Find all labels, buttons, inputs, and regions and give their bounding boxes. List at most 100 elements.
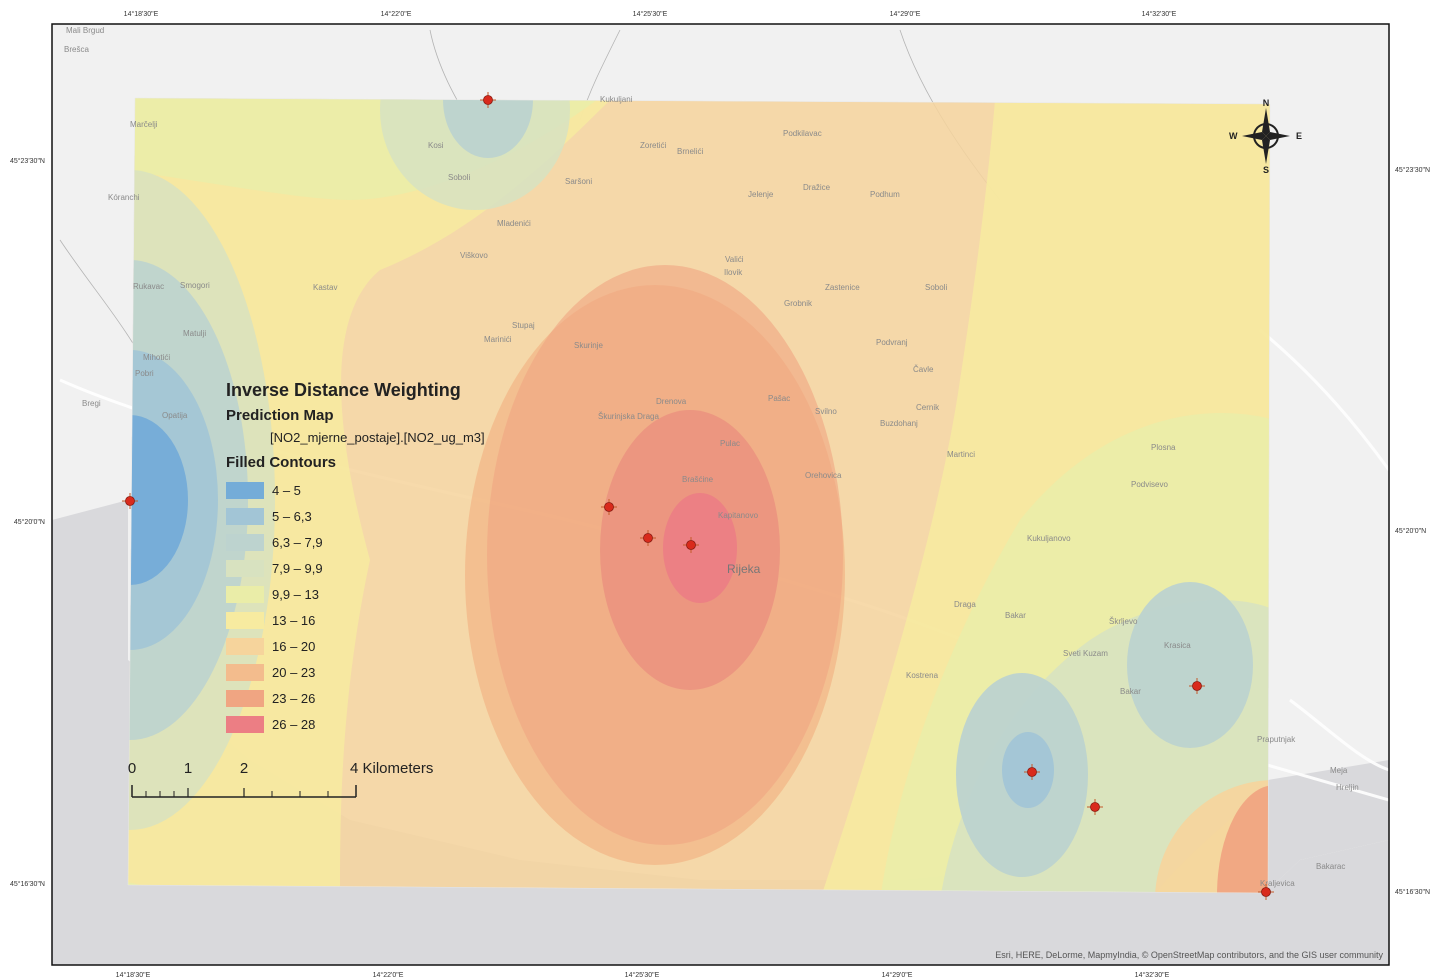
place-label: Kukuljanovo	[1027, 534, 1071, 543]
place-label: Stupaj	[512, 321, 535, 330]
compass-s-label: S	[1263, 165, 1269, 175]
legend-class-label: 7,9 – 9,9	[272, 560, 323, 576]
legend-swatch	[226, 689, 264, 707]
station-marker	[480, 92, 496, 108]
place-label: Hreljin	[1336, 783, 1359, 792]
place-label: Orehovica	[805, 471, 842, 480]
coord-label-right: 45°20'0"N	[1395, 527, 1426, 535]
legend-class-label: 23 – 26	[272, 690, 316, 706]
legend-contours-title: Filled Contours	[226, 454, 336, 471]
place-label: Marinići	[484, 335, 512, 344]
place-label: Škurinjska Draga	[598, 412, 659, 421]
place-label: Brnelići	[677, 147, 703, 156]
place-label: Pulac	[720, 439, 740, 448]
compass-e-label: E	[1296, 131, 1302, 141]
place-label: Pašac	[768, 394, 790, 403]
legend-swatch	[226, 715, 264, 733]
legend-class: 4 – 5	[226, 477, 518, 503]
place-label: Kraljevica	[1260, 879, 1295, 888]
place-label: Brešca	[64, 45, 89, 54]
place-label: Drenova	[656, 397, 687, 406]
place-label: Podhum	[870, 190, 900, 199]
coord-label-bottom: 14°25'30"E	[625, 971, 660, 979]
place-label: Draga	[954, 600, 976, 609]
place-label: Kapitanovo	[718, 511, 759, 520]
map-frame	[51, 23, 1390, 966]
place-label: Skurinje	[574, 341, 603, 350]
coord-label-top: 14°22'0"E	[381, 10, 412, 18]
legend-swatch	[226, 507, 264, 525]
place-label: Pobri	[135, 369, 154, 378]
station-marker	[1087, 799, 1103, 815]
place-label: Podkilavac	[783, 129, 822, 138]
place-label: Kosi	[428, 141, 444, 150]
station-marker	[1258, 884, 1274, 900]
scale-label: 0	[127, 760, 137, 777]
place-label: Mihotići	[143, 353, 170, 362]
place-label: Kóranchi	[108, 193, 140, 202]
station-marker	[640, 530, 656, 546]
place-label: Sveti Kuzam	[1063, 649, 1108, 658]
legend-classes: 4 – 5 5 – 6,3 6,3 – 7,9 7,9 – 9,9 9,9 – …	[218, 477, 518, 737]
legend-swatch	[226, 481, 264, 499]
coord-label-bottom: 14°32'30"E	[1135, 971, 1170, 979]
place-label: Meja	[1330, 766, 1348, 775]
graticule-labels: 14°18'30"E 14°22'0"E 14°25'30"E 14°29'0"…	[10, 10, 1430, 979]
coord-label-bottom: 14°29'0"E	[882, 971, 913, 979]
legend-subtitle: Prediction Map	[226, 407, 334, 424]
place-label: Dražice	[803, 183, 831, 192]
place-label: Praputnjak	[1257, 735, 1296, 744]
place-label: Valići	[725, 255, 744, 264]
station-marker	[122, 493, 138, 509]
place-label: Saršoni	[565, 177, 592, 186]
legend-class: 20 – 23	[226, 659, 518, 685]
legend-title: Inverse Distance Weighting	[226, 380, 461, 400]
legend-swatch	[226, 533, 264, 551]
legend-swatch	[226, 559, 264, 577]
place-label: Smogori	[180, 281, 210, 290]
scale-label: 2	[239, 760, 249, 777]
coord-label-bottom: 14°18'30"E	[116, 971, 151, 979]
coord-label-left: 45°20'0"N	[14, 518, 45, 526]
compass-n-label: N	[1263, 98, 1270, 108]
place-label: Zoretići	[640, 141, 666, 150]
legend-swatch	[226, 611, 264, 629]
place-label: Plosna	[1151, 443, 1176, 452]
coord-label-right: 45°16'30"N	[1395, 888, 1430, 896]
place-label: Mali Brgud	[66, 26, 104, 35]
place-label: Soboli	[925, 283, 947, 292]
legend-class-label: 9,9 – 13	[272, 586, 319, 602]
legend-class: 26 – 28	[226, 711, 518, 737]
legend-class: 13 – 16	[226, 607, 518, 633]
place-label: Soboli	[448, 173, 470, 182]
place-label: Podvisevo	[1131, 480, 1168, 489]
legend-class: 5 – 6,3	[226, 503, 518, 529]
place-label: Bakar	[1120, 687, 1141, 696]
place-label: Brašćine	[682, 475, 714, 484]
coord-label-top: 14°18'30"E	[124, 10, 159, 18]
place-label: Krasica	[1164, 641, 1191, 650]
legend-class-label: 4 – 5	[272, 482, 301, 498]
place-label: Jelenje	[748, 190, 774, 199]
place-label: Marčelji	[130, 120, 158, 129]
scale-bar: 0 1 2 4 Kilometers	[127, 760, 433, 805]
legend-swatch	[226, 637, 264, 655]
attribution: Esri, HERE, DeLorme, MapmyIndia, © OpenS…	[995, 950, 1383, 960]
legend-class-label: 16 – 20	[272, 638, 316, 654]
place-label: Rijeka	[727, 562, 761, 576]
place-label: Kukuljani	[600, 95, 633, 104]
legend-class: 9,9 – 13	[226, 581, 518, 607]
coord-label-left: 45°16'30"N	[10, 880, 45, 888]
legend: Inverse Distance Weighting Prediction Ma…	[218, 380, 518, 737]
coord-label-left: 45°23'30"N	[10, 157, 45, 165]
place-label: Svilno	[815, 407, 837, 416]
legend-field: [NO2_mjerne_postaje].[NO2_ug_m3]	[270, 430, 485, 445]
place-label: Kastav	[313, 283, 337, 292]
place-label: Bakar	[1005, 611, 1026, 620]
place-label: Zastenice	[825, 283, 860, 292]
place-label: Grobnik	[784, 299, 813, 308]
legend-class: 16 – 20	[226, 633, 518, 659]
place-label: Viškovo	[460, 251, 488, 260]
coord-label-top: 14°32'30"E	[1142, 10, 1177, 18]
